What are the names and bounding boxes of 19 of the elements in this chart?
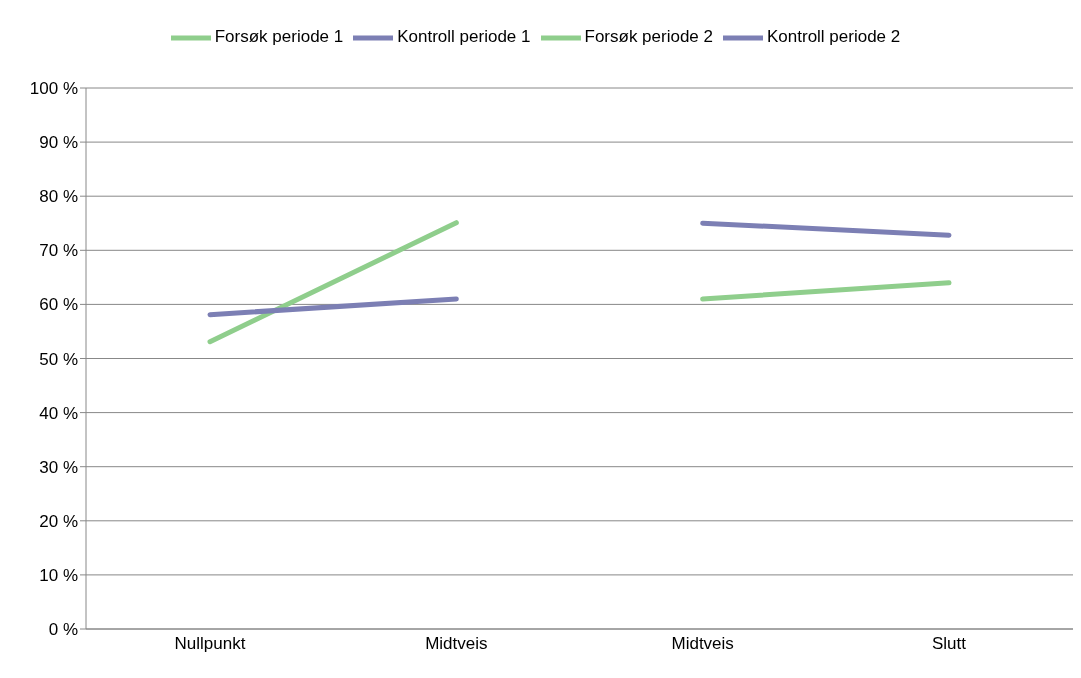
legend-label: Forsøk periode 2: [584, 27, 713, 47]
y-tick-label: 30 %: [39, 457, 78, 477]
y-tick-label: 10 %: [39, 565, 78, 585]
y-tick-label: 70 %: [39, 241, 78, 261]
y-tick-label: 90 %: [39, 133, 78, 153]
x-tick-label: Midtveis: [425, 634, 488, 654]
legend-label: Kontroll periode 1: [397, 27, 531, 47]
x-tick-label: Midtveis: [671, 634, 734, 654]
y-tick-label: 20 %: [39, 511, 78, 531]
y-tick-label: 60 %: [39, 295, 78, 315]
legend-label: Forsøk periode 1: [214, 27, 344, 47]
y-tick-label: 100 %: [29, 79, 78, 99]
x-tick-label: Nullpunkt: [174, 634, 246, 654]
y-tick-label: 40 %: [39, 403, 78, 423]
y-tick-label: 80 %: [39, 187, 78, 207]
x-tick-label: Slutt: [931, 634, 967, 654]
y-tick-label: 0 %: [48, 620, 78, 640]
legend-label: Kontroll periode 2: [767, 27, 901, 47]
y-tick-label: 50 %: [39, 349, 78, 369]
